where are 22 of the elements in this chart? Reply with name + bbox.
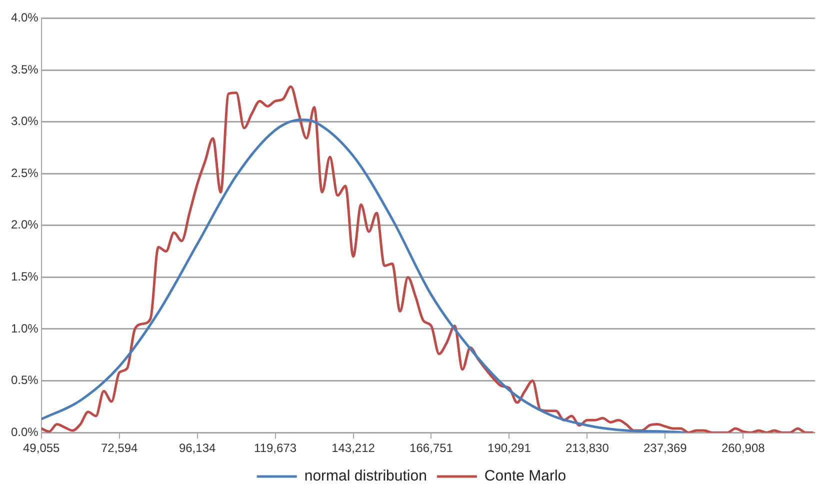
x-tick-label: 49,055: [23, 441, 60, 456]
x-tick-label: 72,594: [100, 441, 138, 456]
x-tick-label: 143,212: [332, 441, 376, 456]
x-tick-label: 166,751: [410, 441, 454, 456]
y-tick-label: 0.0%: [10, 424, 39, 439]
y-tick-label: 4.0%: [10, 10, 39, 25]
y-tick-label: 1.5%: [10, 270, 39, 284]
y-tick-label: 1.0%: [10, 321, 39, 336]
y-tick-label: 3.5%: [10, 62, 39, 76]
x-tick-label: 119,673: [254, 441, 297, 456]
y-tick-label: 2.0%: [10, 218, 39, 232]
line-series: [41, 118, 687, 433]
y-tick-label: 0.5%: [10, 373, 39, 388]
y-tick-label: 3.0%: [10, 114, 39, 128]
x-tick-label: 96,134: [178, 441, 216, 456]
x-tick-label: 260,908: [721, 441, 766, 456]
x-tick-label: 190,291: [488, 441, 532, 456]
legend-label: normal distribution: [304, 468, 427, 485]
legend-label: Conte Marlo: [484, 468, 566, 485]
x-tick-label: 237,369: [643, 441, 688, 456]
x-tick-label: 213,830: [565, 441, 610, 456]
y-tick-label: 2.5%: [10, 166, 39, 180]
